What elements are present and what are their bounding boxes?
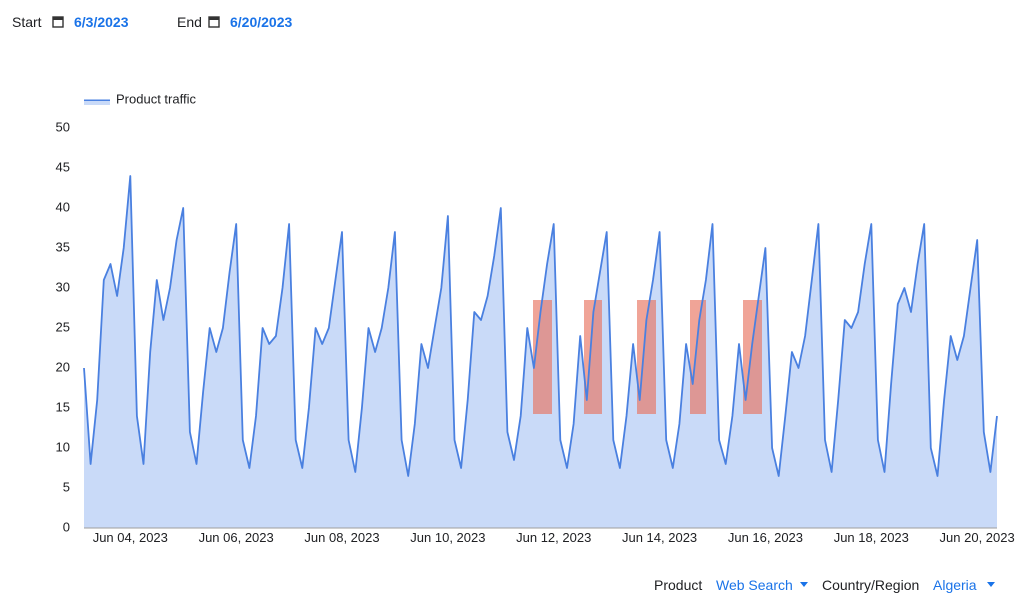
x-tick-label: Jun 16, 2023 (727, 530, 804, 545)
x-tick-label: Jun 08, 2023 (304, 530, 380, 545)
y-tick-label: 35 (56, 239, 70, 254)
y-tick-label: 5 (63, 479, 70, 494)
y-tick-label: 15 (56, 399, 70, 414)
x-tick-label: Jun 04, 2023 (92, 530, 168, 545)
end-label: End (177, 14, 202, 30)
legend-label: Product traffic (116, 91, 196, 106)
calendar-icon[interactable] (208, 15, 220, 29)
end-date[interactable]: 6/20/2023 (230, 14, 293, 30)
x-tick-label: Jun 18, 2023 (833, 530, 909, 545)
calendar-icon[interactable] (52, 15, 64, 29)
x-tick-label: Jun 10, 2023 (410, 530, 486, 545)
dropdown-arrow[interactable] (800, 581, 810, 589)
dropdown-arrow[interactable] (987, 581, 997, 589)
start-date[interactable]: 6/3/2023 (74, 14, 129, 30)
filter-dropdown[interactable]: Web Search (716, 577, 793, 593)
y-tick-label: 0 (63, 519, 70, 534)
filter-dropdown[interactable]: Algeria (933, 577, 977, 593)
x-tick-label: Jun 14, 2023 (621, 530, 698, 545)
y-tick-label: 10 (56, 439, 70, 454)
filter-label: Product (654, 577, 703, 593)
y-tick-label: 45 (56, 159, 70, 174)
highlight (690, 300, 706, 414)
y-tick-label: 30 (56, 279, 70, 294)
y-tick-label: 25 (56, 319, 70, 334)
x-tick-label: Jun 06, 2023 (198, 530, 274, 545)
line (83, 175, 998, 477)
filter-label: Country/Region (822, 577, 920, 593)
start-label: Start (12, 14, 42, 30)
y-tick-label: 20 (56, 359, 70, 374)
x-tick-label: Jun 12, 2023 (516, 530, 592, 545)
y-tick-label: 40 (56, 199, 70, 214)
legend-swatch-fill (84, 101, 110, 105)
x-tick-label: Jun 20, 2023 (939, 530, 1015, 545)
y-tick-label: 50 (56, 119, 70, 134)
